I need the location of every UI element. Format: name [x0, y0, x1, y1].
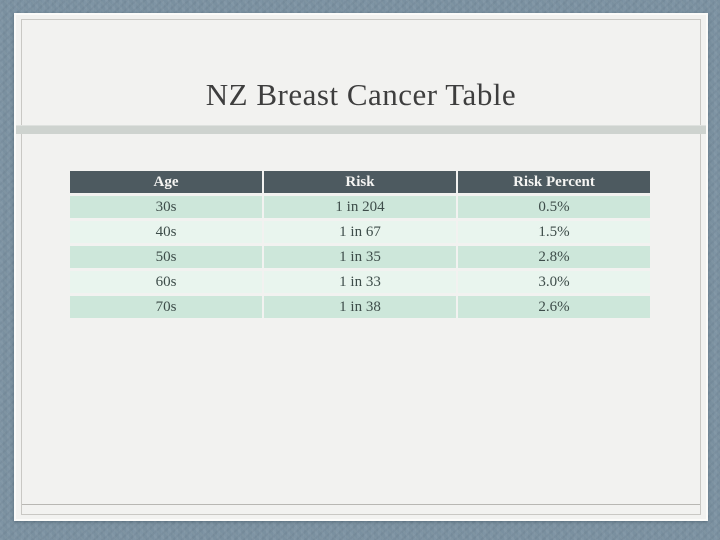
table-cell: 70s: [70, 296, 262, 318]
table-row: 60s 1 in 33 3.0%: [70, 271, 650, 293]
table-cell: 2.6%: [458, 296, 650, 318]
table-row: 70s 1 in 38 2.6%: [70, 296, 650, 318]
table-cell: 60s: [70, 271, 262, 293]
column-header-age: Age: [70, 171, 262, 193]
column-header-risk: Risk: [264, 171, 456, 193]
risk-table: Age Risk Risk Percent 30s 1 in 204 0.5% 40s…: [68, 168, 652, 321]
table-cell: 2.8%: [458, 246, 650, 268]
table-cell: 1 in 204: [264, 196, 456, 218]
table-header-row: Age Risk Risk Percent: [70, 171, 650, 193]
table-cell: 1 in 67: [264, 221, 456, 243]
table-cell: 1 in 38: [264, 296, 456, 318]
presentation-slide: NZ Breast Cancer Table Age Risk Risk Per…: [14, 13, 708, 521]
table-cell: 1.5%: [458, 221, 650, 243]
table-cell: 0.5%: [458, 196, 650, 218]
table-cell: 30s: [70, 196, 262, 218]
slide-title: NZ Breast Cancer Table: [205, 77, 517, 112]
table-cell: 1 in 35: [264, 246, 456, 268]
column-header-risk-percent: Risk Percent: [458, 171, 650, 193]
table-cell: 1 in 33: [264, 271, 456, 293]
table-cell: 50s: [70, 246, 262, 268]
table-cell: 3.0%: [458, 271, 650, 293]
table-row: 50s 1 in 35 2.8%: [70, 246, 650, 268]
table-row: 30s 1 in 204 0.5%: [70, 196, 650, 218]
risk-table-body: 30s 1 in 204 0.5% 40s 1 in 67 1.5% 50s 1 in 35 2…: [70, 196, 650, 318]
table-cell: 40s: [70, 221, 262, 243]
title-divider: [16, 125, 706, 134]
risk-table-head: Age Risk Risk Percent: [70, 171, 650, 193]
footer-divider: [22, 504, 700, 505]
table-row: 40s 1 in 67 1.5%: [70, 221, 650, 243]
